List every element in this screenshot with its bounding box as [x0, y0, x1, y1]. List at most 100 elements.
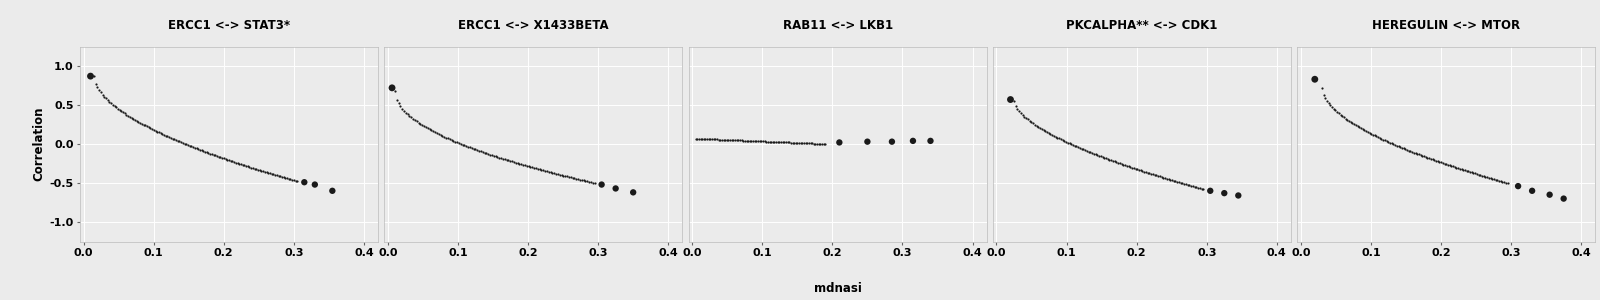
Point — [1435, 162, 1461, 167]
Point — [1091, 155, 1117, 160]
Point — [1430, 160, 1456, 165]
Point — [470, 150, 496, 154]
Point — [218, 158, 243, 163]
Point — [243, 167, 269, 172]
Point — [232, 163, 258, 168]
Point — [107, 107, 133, 112]
Point — [1152, 176, 1178, 181]
Point — [1338, 120, 1363, 124]
Point — [558, 175, 584, 180]
Point — [1056, 141, 1082, 146]
Point — [1184, 185, 1210, 190]
Point — [1448, 167, 1474, 172]
Point — [82, 74, 107, 79]
Point — [256, 170, 282, 175]
Point — [1373, 138, 1398, 143]
Point — [1358, 131, 1384, 136]
Point — [122, 117, 147, 122]
Point — [253, 169, 278, 174]
Point — [722, 138, 747, 142]
Point — [1363, 134, 1389, 139]
Point — [157, 135, 182, 140]
Point — [1197, 188, 1222, 193]
Point — [1382, 142, 1408, 147]
Point — [704, 137, 730, 142]
Point — [707, 137, 733, 142]
Point — [702, 137, 728, 142]
Point — [827, 140, 853, 145]
Point — [411, 124, 437, 129]
Point — [266, 174, 291, 178]
Point — [1374, 139, 1400, 143]
Point — [280, 178, 306, 182]
Point — [518, 164, 544, 169]
Point — [1483, 177, 1509, 182]
Point — [208, 155, 234, 160]
Point — [386, 101, 411, 106]
Point — [539, 170, 565, 175]
Point — [493, 157, 518, 162]
Point — [1379, 141, 1405, 146]
Point — [499, 159, 525, 164]
Point — [802, 141, 827, 146]
Point — [523, 166, 549, 171]
Point — [773, 140, 798, 145]
Point — [1035, 130, 1061, 135]
Point — [854, 139, 880, 144]
Point — [186, 147, 211, 152]
Point — [282, 178, 307, 183]
Point — [194, 150, 219, 155]
Point — [755, 139, 781, 144]
Point — [1491, 180, 1517, 184]
Point — [1006, 109, 1032, 114]
Point — [475, 152, 501, 156]
Point — [152, 132, 178, 137]
Point — [397, 113, 422, 118]
Point — [136, 125, 162, 130]
Point — [1034, 130, 1059, 134]
Point — [699, 137, 725, 142]
Point — [229, 162, 254, 167]
Point — [723, 138, 749, 143]
Point — [1013, 116, 1038, 121]
Point — [1178, 183, 1203, 188]
Point — [526, 167, 552, 172]
Point — [435, 136, 461, 141]
Point — [1427, 159, 1453, 164]
Point — [512, 163, 538, 168]
Point — [725, 138, 750, 143]
Point — [1080, 151, 1106, 155]
Point — [1392, 147, 1418, 152]
Point — [131, 122, 157, 127]
Point — [434, 135, 459, 140]
Point — [554, 174, 579, 179]
Point — [762, 140, 787, 144]
Point — [1467, 172, 1493, 177]
Point — [1398, 149, 1424, 154]
Point — [144, 129, 170, 134]
Point — [424, 131, 450, 136]
Point — [1461, 171, 1486, 176]
Point — [1493, 180, 1518, 185]
Point — [1120, 165, 1146, 170]
Point — [1168, 180, 1194, 185]
Point — [1003, 104, 1029, 109]
Point — [1154, 176, 1179, 181]
Text: RAB11 <-> LKB1: RAB11 <-> LKB1 — [782, 20, 893, 32]
Point — [195, 151, 221, 155]
Point — [1069, 146, 1094, 151]
Point — [400, 116, 426, 121]
Point — [1349, 126, 1374, 131]
Point — [1466, 172, 1491, 177]
Point — [774, 140, 800, 145]
Point — [222, 160, 248, 165]
Point — [395, 112, 421, 117]
Point — [800, 141, 826, 146]
Point — [138, 126, 163, 130]
Point — [813, 142, 838, 146]
Point — [1086, 153, 1112, 158]
Point — [141, 128, 166, 132]
Point — [1226, 193, 1251, 198]
Point — [1122, 166, 1147, 170]
Point — [1459, 170, 1485, 175]
